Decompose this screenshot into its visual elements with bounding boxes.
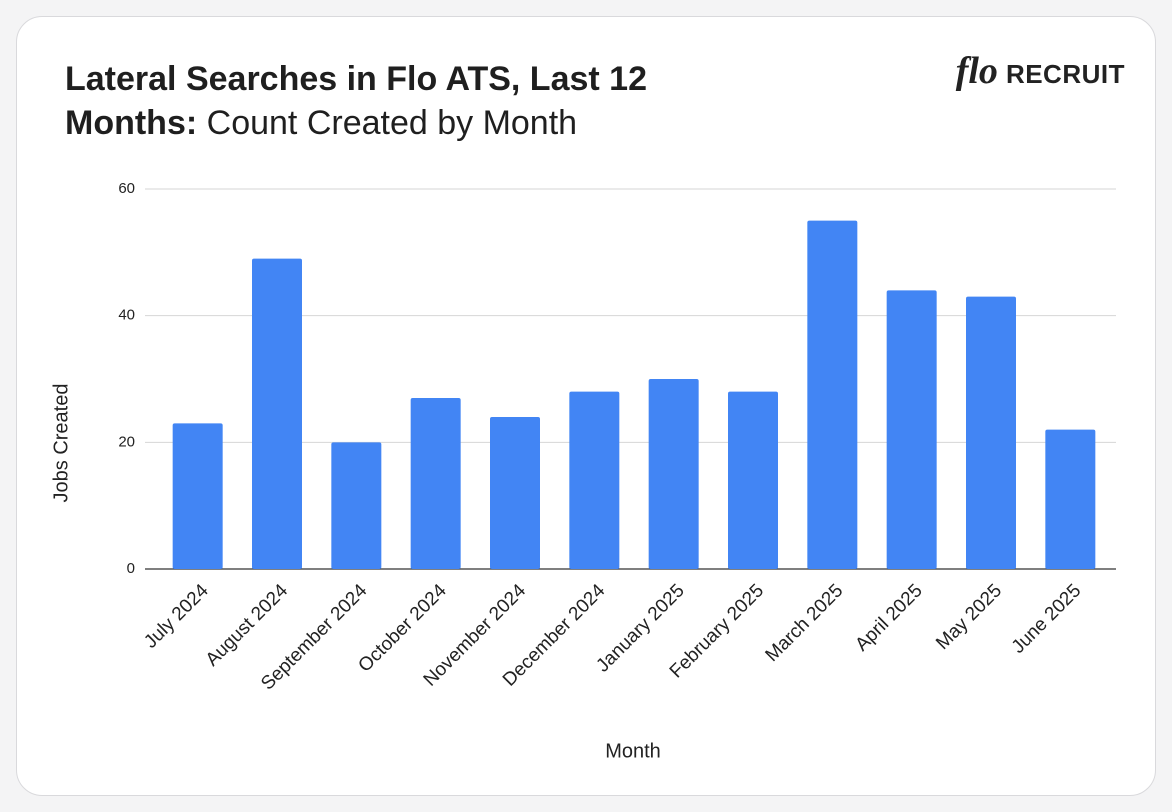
bar [410,398,461,569]
bar [728,391,778,569]
logo: flo RECRUIT [956,49,1125,93]
logo-text: RECRUIT [1005,59,1125,89]
bar [807,220,858,569]
x-tick-label: April 2025 [851,580,926,655]
x-tick-label: July 2024 [140,580,213,653]
y-tick-label: 0 [127,560,135,577]
x-axis-title: Month [605,740,661,762]
bar [648,379,699,569]
x-tick-label: March 2025 [762,580,848,666]
bar [331,442,382,569]
bar [252,258,302,569]
bar [569,391,620,569]
y-tick-label: 20 [118,433,135,450]
x-tick-label: May 2025 [932,580,1006,654]
bar [966,296,1016,569]
chart-title: Lateral Searches in Flo ATS, Last 12 Mon… [65,57,755,145]
bar [1045,429,1096,569]
y-tick-label: 40 [118,307,135,324]
bar [172,423,223,569]
bar [886,290,937,569]
bar [490,417,540,569]
y-tick-label: 60 [118,180,135,197]
y-axis-title: Jobs Created [50,384,72,503]
x-tick-label: June 2025 [1008,580,1086,658]
title-bold: Lateral Searches in Flo ATS, Last 12 Mon… [65,60,647,142]
subtitle: Count Created by Month [206,104,578,142]
logo-mark: flo [955,50,998,92]
